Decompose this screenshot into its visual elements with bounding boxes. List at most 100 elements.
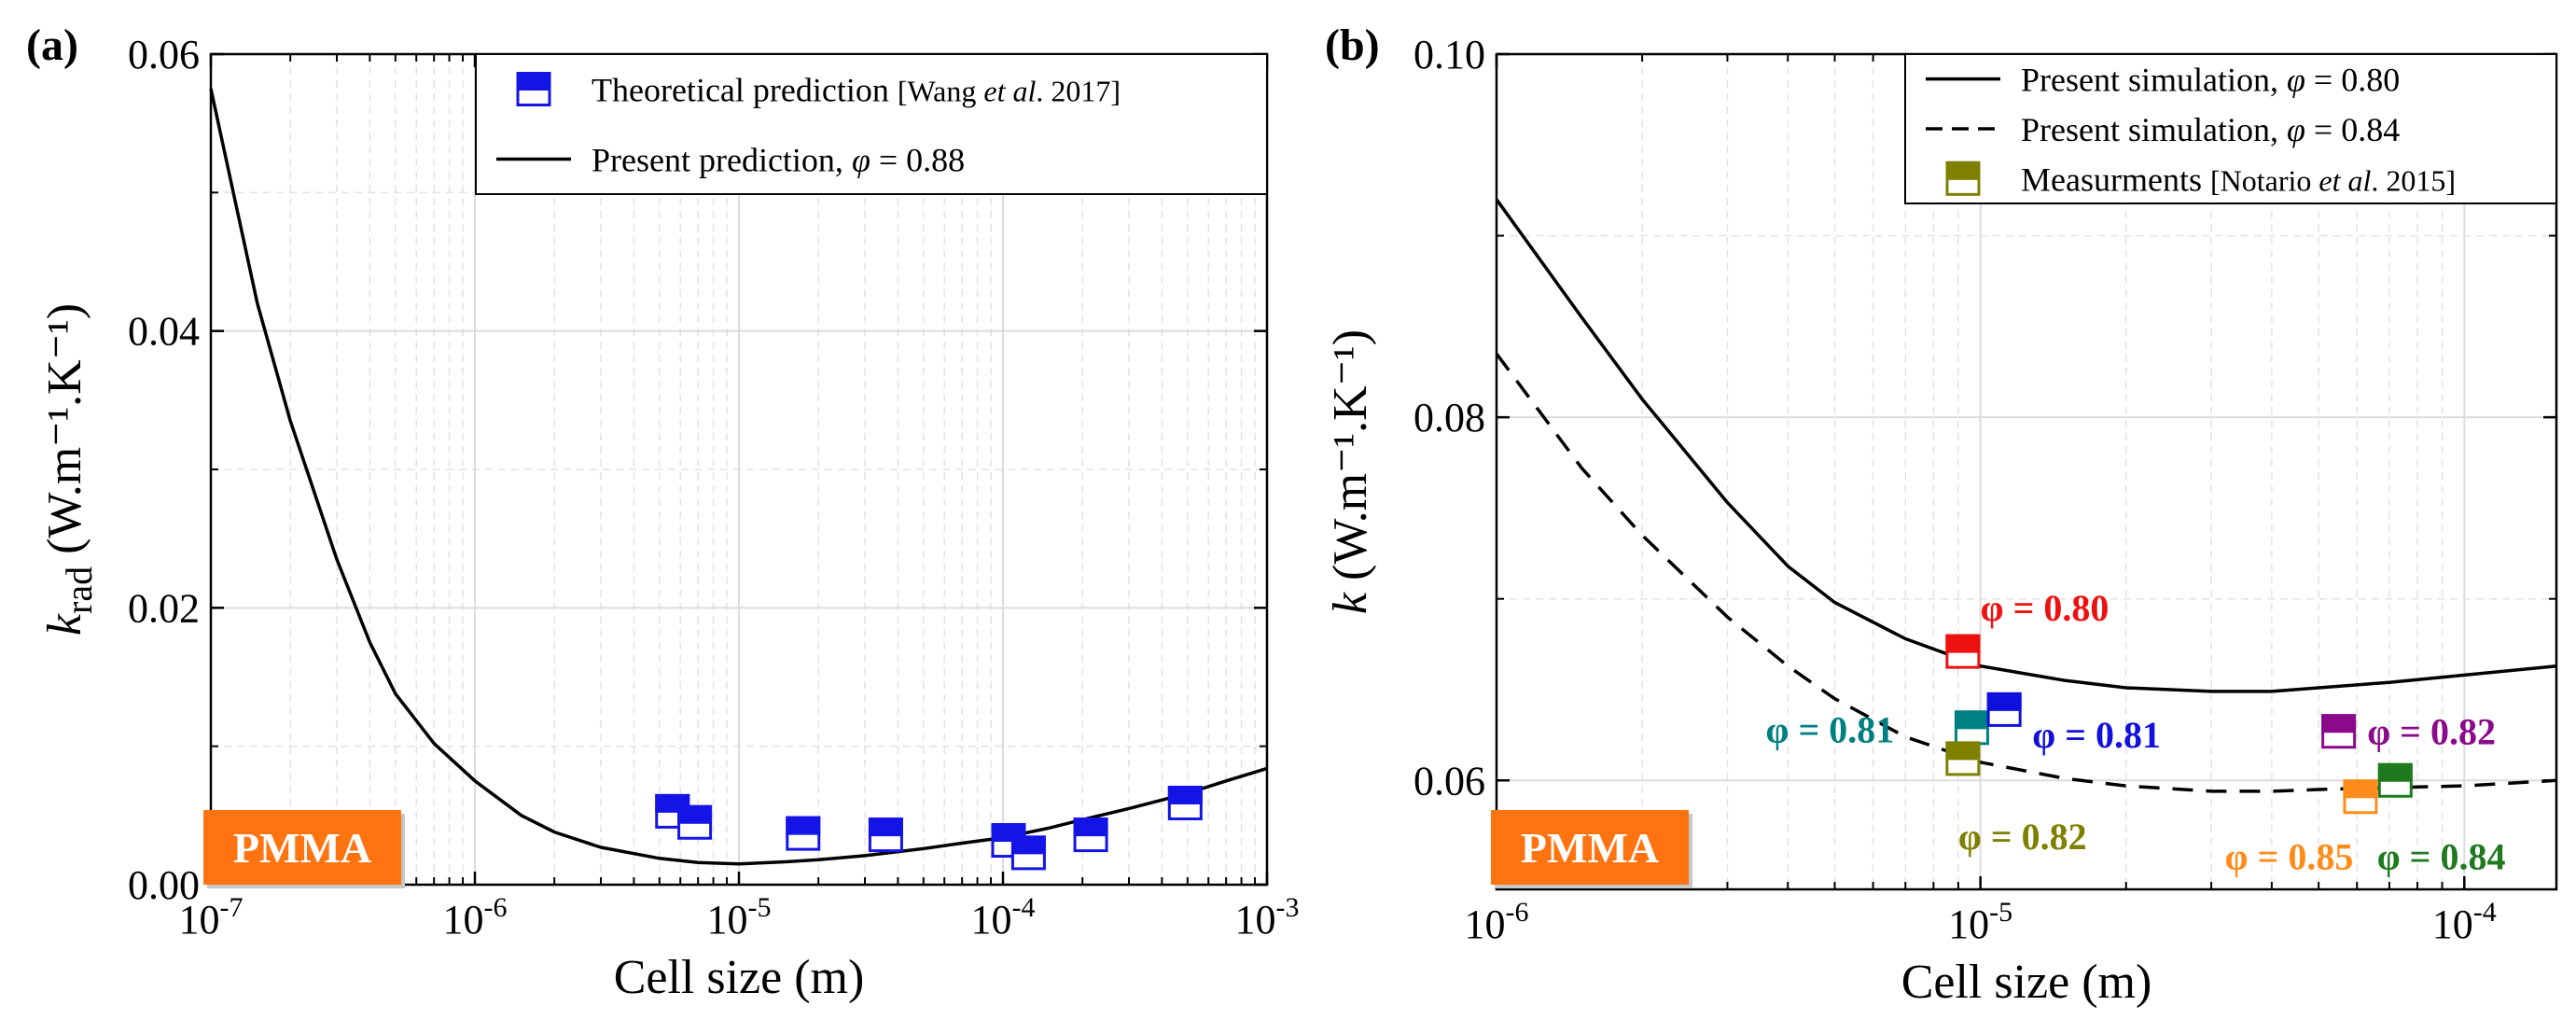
badge-box [1491,810,1689,885]
data-point-a-6-fill [1073,817,1108,837]
y-tick-label-a-0: 0.00 [128,862,200,908]
y-axis-subscript: rad [58,566,100,614]
legend-ref-close: . 2017] [1036,75,1121,108]
data-point-b-6 [2377,762,2413,798]
point-label-b-2: φ = 0.81 [2032,714,2161,756]
x-tick-label-b-2: 10-4 [2432,897,2497,947]
y-tick-label-a-3: 0.06 [128,32,200,77]
x-tick-base: 10 [2432,901,2473,947]
badge-box [203,810,401,885]
legend-entry-label: Present simulation, [2021,62,2287,99]
data-point-a-6 [1073,817,1108,853]
x-tick-base: 10 [971,897,1012,943]
legend-a: Theoretical prediction [Wang et al. 2017… [475,53,1268,195]
data-point-b-5 [2343,779,2378,815]
data-point-a-3-fill [868,817,903,837]
x-tick-label-a-3: 10-4 [971,892,1036,943]
data-point-a-5 [1010,835,1046,871]
point-label-b-1: φ = 0.81 [1766,708,1895,750]
legend-entry-label: Theoretical prediction [592,72,898,109]
data-point-a-7-fill [1167,785,1203,804]
point-label-b-6: φ = 0.84 [2377,836,2506,878]
data-point-b-3 [1945,741,1981,776]
data-point-a-7 [1167,785,1203,820]
y-tick-label-b-2: 0.10 [1413,32,1485,77]
y-axis-symbol: k [38,613,91,636]
panel-a: 10-7 10-6 10-5 10-4 10-30.000.020.040.06Cell… [26,21,1300,1004]
legend-entry-1: Present simulation, φ = 0.84 [2021,111,2400,148]
y-tick-label-b-1: 0.08 [1413,395,1485,440]
y-axis-title-b: k (W.m⁻¹.K⁻¹) [1324,329,1377,614]
data-point-a-3 [868,817,903,853]
x-tick-exponent: -5 [1989,897,2012,928]
series-line-b-0 [1495,198,2557,693]
legend-marker-0-fill [516,72,551,91]
x-tick-label-a-2: 10-5 [707,892,772,943]
data-point-a-2 [786,816,821,851]
x-tick-label-a-4: 10-3 [1235,892,1300,943]
legend-ref-open: [Notario [2210,163,2318,197]
legend-value: = 0.80 [2305,62,2400,99]
legend-marker-0 [516,72,551,106]
data-point-b-1 [1954,710,1989,746]
legend-ref-italic: et al [2318,163,2371,197]
x-axis-title-a: Cell size (m) [614,951,865,1004]
point-label-b-4: φ = 0.82 [2367,710,2496,752]
x-tick-exponent: -6 [484,892,508,923]
legend-marker-2 [1945,161,1981,196]
legend-value: = 0.88 [870,142,965,179]
y-axis-units: (W.m⁻¹.K⁻¹) [1324,329,1377,593]
x-tick-exponent: -3 [1276,892,1300,923]
legend-box [475,53,1268,195]
data-point-b-5-fill [2343,779,2378,799]
data-point-a-5-fill [1010,835,1046,855]
legend-ref-close: . 2015] [2371,163,2456,197]
legend-entry-1: Present prediction, φ = 0.88 [592,142,965,179]
point-label-b-5: φ = 0.85 [2225,836,2354,878]
data-point-b-0 [1945,634,1981,669]
legend-entry-2: Measurments [Notario et al. 2015] [2021,161,2456,198]
legend-marker-2-fill [1945,161,1981,180]
y-tick-label-a-2: 0.04 [128,309,200,355]
x-tick-exponent: -5 [748,892,772,923]
y-axis-units: (W.m⁻¹.K⁻¹) [38,303,91,566]
data-point-b-2-fill [1986,692,2022,711]
point-label-b-3: φ = 0.82 [1958,816,2087,858]
data-point-a-1 [677,804,713,840]
data-point-b-1-fill [1954,710,1989,730]
x-tick-label-b-1: 10-5 [1948,897,2012,947]
data-point-b-6-fill [2377,762,2413,782]
x-tick-label-a-0: 10-7 [179,892,244,943]
legend-entry-0: Theoretical prediction [Wang et al. 2017… [592,72,1121,109]
legend-ref-open: [Wang [898,75,984,108]
x-tick-base: 10 [1948,901,1989,947]
x-axis-title-b: Cell size (m) [1901,956,2152,1009]
x-tick-base: 10 [179,897,220,943]
material-badge-a: PMMA [203,810,405,888]
data-point-b-2 [1986,692,2022,727]
legend-ref-italic: et al [983,75,1036,108]
x-tick-base: 10 [1465,901,1506,947]
y-tick-label-b-0: 0.06 [1413,758,1485,803]
x-tick-exponent: -4 [1012,892,1036,923]
x-tick-base: 10 [1235,897,1276,943]
x-tick-exponent: -7 [220,892,244,923]
legend-entry-label: Present prediction, [592,142,852,179]
legend-entry-label: Present simulation, [2021,111,2287,148]
x-tick-base: 10 [443,897,484,943]
data-point-b-4 [2321,714,2357,749]
x-tick-label-b-0: 10-6 [1465,897,1529,947]
x-tick-exponent: -6 [1506,897,1529,928]
data-point-b-0-fill [1945,634,1981,653]
badge-label: PMMA [233,824,371,872]
data-point-b-3-fill [1945,741,1981,761]
legend-box [1904,53,2557,204]
x-tick-exponent: -4 [2473,897,2497,928]
legend-symbol: φ [2287,62,2305,99]
x-tick-base: 10 [707,897,748,943]
legend-entry-0: Present simulation, φ = 0.80 [2021,62,2400,99]
x-tick-label-a-1: 10-6 [443,892,508,943]
panel-label-b: (b) [1325,21,1380,70]
